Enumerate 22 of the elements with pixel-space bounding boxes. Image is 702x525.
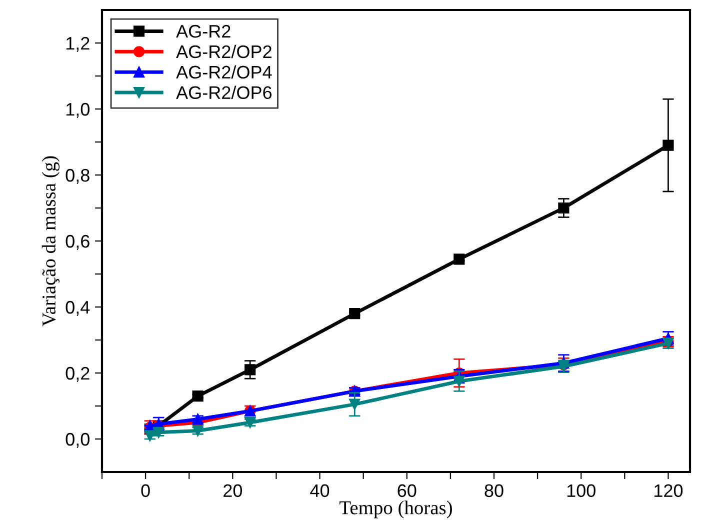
y-axis-title: Variação da massa (g)	[42, 156, 60, 326]
y-tick-label: 0,8	[66, 168, 90, 184]
x-tick-label: 80	[484, 484, 504, 498]
legend-label: AG-R2/OP6	[176, 86, 272, 100]
y-tick-label: 0,2	[66, 366, 90, 382]
x-tick-label: 100	[567, 484, 596, 498]
legend-label: AG-R2	[176, 24, 230, 38]
x-tick-label: 40	[310, 484, 330, 498]
x-tick-label: 20	[224, 484, 242, 498]
x-tick-label: 120	[654, 484, 683, 498]
legend-label: AG-R2/OP4	[176, 65, 272, 79]
legend-label: AG-R2/OP2	[176, 44, 272, 58]
y-tick-label: 0,4	[66, 300, 90, 316]
point	[244, 364, 256, 376]
y-tick-label: 0,0	[66, 432, 90, 448]
y-tick-label: 1,2	[66, 36, 90, 52]
y-tick-label: 0,6	[66, 234, 90, 250]
x-tick-label: 0	[141, 484, 150, 498]
x-tick-label: 60	[398, 484, 416, 498]
x-axis-title: Tempo (horas)	[340, 500, 452, 518]
point	[662, 140, 674, 151]
y-tick-label: 1,0	[66, 102, 90, 118]
